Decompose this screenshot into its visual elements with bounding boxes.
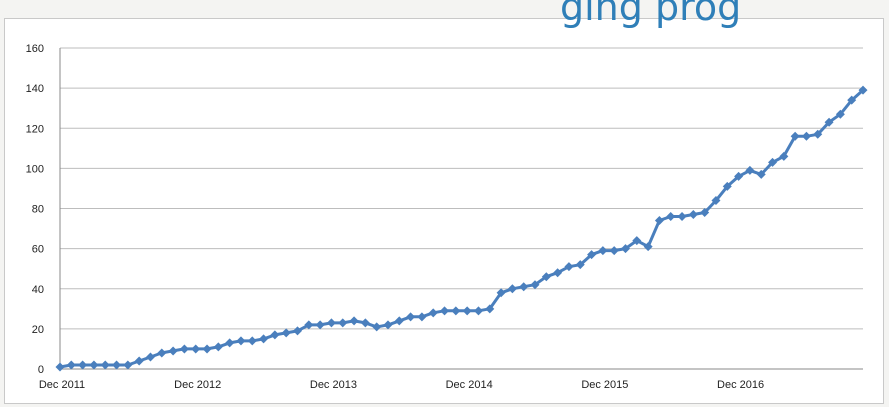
data-point-marker <box>847 95 857 105</box>
data-point-marker <box>598 246 608 256</box>
data-point-marker <box>643 242 653 252</box>
data-point-marker <box>236 336 246 346</box>
gridlines <box>59 47 863 370</box>
series-line <box>59 88 864 369</box>
data-point-marker <box>451 306 461 316</box>
data-point-marker <box>326 318 336 328</box>
data-point-marker <box>790 131 800 141</box>
data-point-marker <box>553 268 563 278</box>
data-point-marker <box>134 356 144 366</box>
data-point-marker <box>473 306 483 316</box>
data-point-marker <box>202 344 212 354</box>
data-point-marker <box>824 117 834 127</box>
y-axis-tick-labels: 0 20 40 60 80 100 120 140 160 <box>26 43 44 376</box>
data-point-marker <box>768 157 778 167</box>
data-point-marker <box>293 326 303 336</box>
data-point-marker <box>247 336 257 346</box>
data-point-marker <box>112 360 122 370</box>
y-tick-label: 0 <box>38 364 44 376</box>
data-point-marker <box>858 85 868 95</box>
data-point-marker <box>123 360 133 370</box>
data-point-marker <box>587 250 597 260</box>
data-point-marker <box>813 129 823 139</box>
y-tick-label: 120 <box>26 123 44 135</box>
data-point-marker <box>462 306 472 316</box>
y-tick-label: 140 <box>26 83 44 95</box>
data-point-marker <box>440 306 450 316</box>
data-point-marker <box>756 169 766 179</box>
data-point-marker <box>541 272 551 282</box>
data-point-marker <box>349 316 359 326</box>
x-axis-tick-labels: Dec 2011 Dec 2012 Dec 2013 Dec 2014 Dec 2015… <box>39 379 764 391</box>
data-point-marker <box>745 165 755 175</box>
x-tick-label: Dec 2012 <box>174 379 221 391</box>
data-point-marker <box>360 318 370 328</box>
data-point-marker <box>157 348 167 358</box>
data-point-marker <box>700 208 710 218</box>
data-point-marker <box>225 338 235 348</box>
data-point-marker <box>394 316 404 326</box>
y-tick-label: 100 <box>26 163 44 175</box>
data-point-marker <box>654 216 664 226</box>
data-point-marker <box>519 282 529 292</box>
data-point-marker <box>609 246 619 256</box>
data-point-marker <box>66 360 76 370</box>
data-point-marker <box>779 151 789 161</box>
data-point-marker <box>406 312 416 322</box>
data-point-marker <box>507 284 517 294</box>
data-point-marker <box>428 308 438 318</box>
data-point-marker <box>259 334 269 344</box>
data-point-marker <box>564 262 574 272</box>
y-tick-label: 80 <box>32 204 44 216</box>
data-point-marker <box>78 360 88 370</box>
data-point-marker <box>55 362 65 372</box>
data-point-marker <box>191 344 201 354</box>
x-tick-label: Dec 2013 <box>310 379 357 391</box>
series-markers <box>55 85 868 372</box>
x-tick-label: Dec 2014 <box>446 379 493 391</box>
data-point-marker <box>145 352 155 362</box>
chart-frame <box>4 18 884 404</box>
data-point-marker <box>620 244 630 254</box>
data-point-marker <box>496 288 506 298</box>
data-point-marker <box>417 312 427 322</box>
data-point-marker <box>315 320 325 330</box>
y-tick-label: 20 <box>32 324 44 336</box>
data-point-marker <box>530 280 540 290</box>
data-point-marker <box>89 360 99 370</box>
x-tick-label: Dec 2016 <box>717 379 764 391</box>
data-point-marker <box>100 360 110 370</box>
data-point-marker <box>734 171 744 181</box>
data-point-marker <box>835 109 845 119</box>
data-point-marker <box>801 131 811 141</box>
data-point-marker <box>632 236 642 246</box>
x-tick-label: Dec 2011 <box>39 379 85 391</box>
data-point-marker <box>338 318 348 328</box>
data-point-marker <box>722 181 732 191</box>
data-point-marker <box>383 320 393 330</box>
y-tick-label: 40 <box>32 284 44 296</box>
data-point-marker <box>677 212 687 222</box>
data-point-marker <box>304 320 314 330</box>
data-point-marker <box>485 304 495 314</box>
data-point-marker <box>270 330 280 340</box>
data-point-marker <box>666 212 676 222</box>
data-point-marker <box>688 210 698 220</box>
data-point-marker <box>213 342 223 352</box>
data-point-marker <box>168 346 178 356</box>
chart-title-fragment: ging prog <box>560 0 742 29</box>
x-tick-label: Dec 2015 <box>581 379 628 391</box>
data-point-marker <box>372 322 382 332</box>
data-point-marker <box>281 328 291 338</box>
data-point-marker <box>575 260 585 270</box>
y-tick-label: 160 <box>26 43 44 55</box>
data-point-marker <box>711 195 721 205</box>
data-point-marker <box>179 344 189 354</box>
y-tick-label: 60 <box>32 244 44 256</box>
